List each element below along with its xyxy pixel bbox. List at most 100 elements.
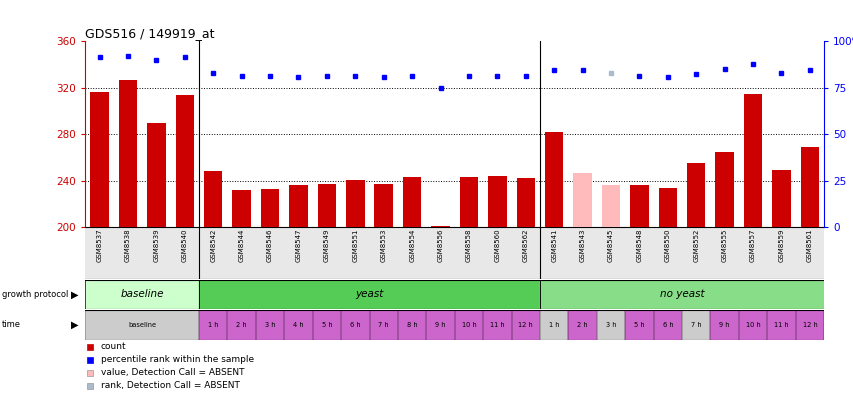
Bar [766, 227, 795, 279]
Bar [256, 310, 284, 340]
Text: GSM8549: GSM8549 [323, 228, 329, 262]
Bar [572, 173, 591, 227]
Text: time: time [2, 320, 20, 329]
Text: GSM8546: GSM8546 [267, 228, 273, 262]
Text: GSM8548: GSM8548 [635, 228, 641, 262]
Text: GSM8557: GSM8557 [749, 228, 755, 262]
Text: GSM8562: GSM8562 [522, 228, 528, 262]
Text: ▶: ▶ [71, 289, 78, 299]
Bar [284, 310, 312, 340]
Text: 10 h: 10 h [745, 322, 759, 328]
Text: 1 h: 1 h [548, 322, 559, 328]
Bar [795, 310, 823, 340]
Bar [483, 227, 511, 279]
Text: GSM8561: GSM8561 [806, 228, 812, 262]
Text: 5 h: 5 h [322, 322, 332, 328]
Bar [658, 188, 676, 227]
Text: no yeast: no yeast [659, 289, 704, 299]
Text: 5 h: 5 h [634, 322, 644, 328]
Text: value, Detection Call = ABSENT: value, Detection Call = ABSENT [101, 368, 244, 377]
Bar [800, 147, 818, 227]
Text: 9 h: 9 h [718, 322, 729, 328]
Bar [227, 310, 256, 340]
Bar [682, 227, 710, 279]
Bar [544, 132, 563, 227]
Bar [738, 310, 766, 340]
Text: GSM8552: GSM8552 [693, 228, 699, 262]
Text: GSM8539: GSM8539 [154, 228, 160, 262]
Bar [85, 280, 199, 309]
Bar [795, 227, 823, 279]
Text: GSM8556: GSM8556 [437, 228, 443, 262]
Text: GSM8542: GSM8542 [210, 228, 216, 262]
Text: 7 h: 7 h [378, 322, 389, 328]
Text: 6 h: 6 h [662, 322, 672, 328]
Bar [454, 310, 483, 340]
Bar [176, 95, 194, 227]
Bar [85, 227, 113, 279]
Bar [204, 171, 223, 227]
Text: GSM8547: GSM8547 [295, 228, 301, 262]
Text: GSM8559: GSM8559 [778, 228, 784, 262]
Bar [260, 189, 279, 227]
Bar [568, 227, 596, 279]
Text: 3 h: 3 h [605, 322, 616, 328]
Bar [686, 163, 705, 227]
Bar [369, 227, 397, 279]
Bar [374, 184, 392, 227]
Text: GSM8551: GSM8551 [352, 228, 358, 262]
Text: GSM8554: GSM8554 [409, 228, 415, 262]
Bar [682, 310, 710, 340]
Text: 10 h: 10 h [461, 322, 476, 328]
Text: 12 h: 12 h [518, 322, 532, 328]
Bar [397, 310, 426, 340]
Bar [284, 227, 312, 279]
Text: percentile rank within the sample: percentile rank within the sample [101, 355, 253, 364]
Bar [431, 226, 450, 227]
Bar [147, 123, 165, 227]
Bar [90, 92, 108, 227]
Text: count: count [101, 343, 126, 352]
Text: 7 h: 7 h [690, 322, 701, 328]
Bar [312, 227, 340, 279]
Text: 6 h: 6 h [350, 322, 360, 328]
Bar [653, 227, 682, 279]
Bar [199, 227, 227, 279]
Bar [539, 227, 568, 279]
Bar [630, 185, 648, 227]
Text: GSM8558: GSM8558 [466, 228, 472, 262]
Bar [312, 310, 340, 340]
Text: GDS516 / 149919_at: GDS516 / 149919_at [85, 27, 215, 40]
Bar [199, 280, 539, 309]
Bar [113, 227, 142, 279]
Bar [539, 280, 823, 309]
Text: 8 h: 8 h [406, 322, 417, 328]
Bar [397, 227, 426, 279]
Bar [142, 227, 171, 279]
Bar [289, 185, 307, 227]
Bar [340, 310, 369, 340]
Text: GSM8560: GSM8560 [494, 228, 500, 262]
Bar [766, 310, 795, 340]
Text: rank, Detection Call = ABSENT: rank, Detection Call = ABSENT [101, 381, 240, 390]
Bar [426, 227, 454, 279]
Text: yeast: yeast [355, 289, 383, 299]
Text: 2 h: 2 h [577, 322, 587, 328]
Text: ▶: ▶ [71, 320, 78, 330]
Bar [596, 310, 624, 340]
Bar [171, 227, 199, 279]
Bar [227, 227, 256, 279]
Text: 11 h: 11 h [490, 322, 504, 328]
Bar [403, 177, 421, 227]
Text: GSM8538: GSM8538 [125, 228, 131, 262]
Bar [568, 310, 596, 340]
Text: 2 h: 2 h [236, 322, 247, 328]
Bar [710, 310, 738, 340]
Text: GSM8553: GSM8553 [380, 228, 386, 262]
Bar [511, 227, 539, 279]
Bar [232, 190, 251, 227]
Text: GSM8555: GSM8555 [721, 228, 727, 262]
Bar [459, 177, 478, 227]
Text: 9 h: 9 h [435, 322, 445, 328]
Bar [715, 152, 733, 227]
